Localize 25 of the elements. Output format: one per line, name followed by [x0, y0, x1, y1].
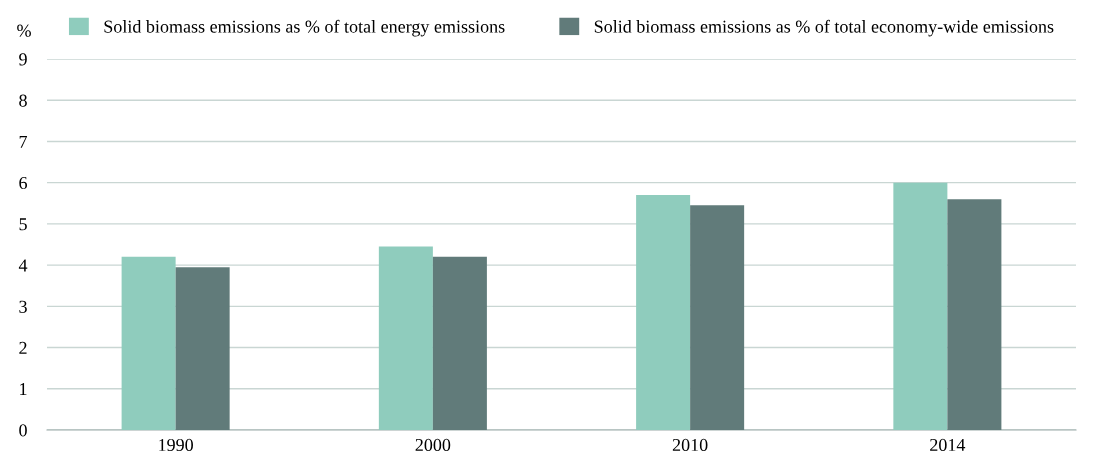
- bar: [432, 256, 487, 430]
- bar: [636, 195, 691, 430]
- y-tick-label: 9: [19, 53, 27, 66]
- y-axis-title: %: [17, 24, 31, 37]
- legend-label: Solid biomass emissions as % of total energy emissions: [104, 19, 505, 37]
- bar: [175, 267, 230, 430]
- legend-label: Solid biomass emissions as % of total economy-wide emissions: [594, 19, 1054, 37]
- bar: [690, 205, 745, 430]
- y-tick-label: 7: [19, 135, 28, 148]
- x-tick-label: 2010: [672, 438, 708, 452]
- y-tick-label: 3: [19, 300, 27, 313]
- y-tick-label: 8: [19, 94, 27, 107]
- bar: [378, 246, 433, 430]
- bar: [947, 199, 1002, 430]
- y-tick-label: 1: [20, 383, 27, 396]
- y-tick-label: 6: [19, 176, 28, 190]
- x-tick-label: 2000: [415, 438, 451, 452]
- bar: [893, 182, 948, 430]
- x-tick-label: 2014: [930, 438, 966, 452]
- y-tick-label: 2: [19, 341, 27, 354]
- y-tick-label: 0: [19, 424, 27, 437]
- bar: [121, 256, 176, 430]
- y-tick-label: 4: [18, 259, 28, 272]
- y-tick-label: 5: [19, 218, 27, 231]
- x-tick-label: 1990: [159, 438, 193, 452]
